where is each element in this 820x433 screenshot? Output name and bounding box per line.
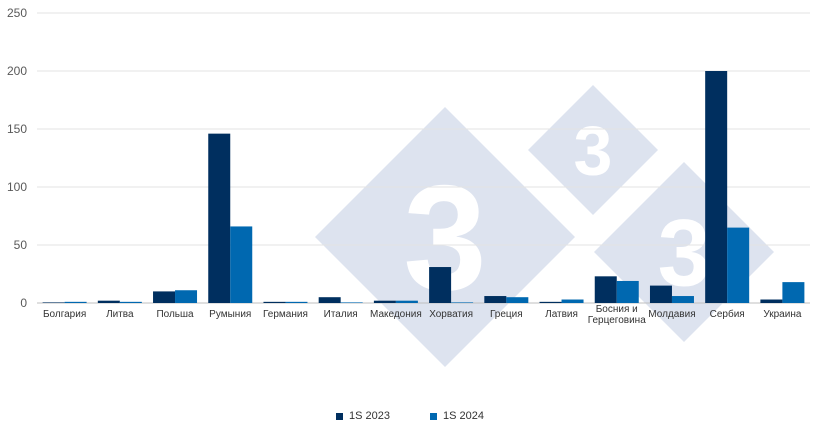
watermark-logo: 333 <box>315 85 774 367</box>
x-label-украина: Украина <box>763 309 802 320</box>
legend-swatch-1s-2023 <box>336 412 344 420</box>
bar-1s-2023-украина <box>760 299 783 303</box>
x-label-германия: Германия <box>263 309 308 320</box>
bar-1s-2024-германия <box>285 301 308 303</box>
x-label-греция: Греция <box>490 309 523 320</box>
bar-1s-2023-сербия <box>705 71 728 303</box>
legend-item-1s-2023: 1S 2023 <box>336 410 390 422</box>
bar-1s-2024-румыния <box>230 226 253 303</box>
bar-1s-2024-латвия <box>561 299 584 303</box>
bar-1s-2023-латвия <box>539 301 562 303</box>
bar-1s-2024-сербия <box>727 227 750 303</box>
bar-1s-2024-литва <box>119 301 142 303</box>
bar-1s-2024-молдавия <box>671 296 694 303</box>
bar-1s-2024-греция <box>506 297 529 303</box>
x-label-литва: Литва <box>106 309 134 320</box>
x-label-болгария: Болгария <box>43 309 86 320</box>
bar-1s-2023-босния-и-герцеговина <box>594 276 617 303</box>
x-label-сербия: Сербия <box>710 308 745 320</box>
x-label-италия: Италия <box>324 309 358 320</box>
x-label-молдавия: Молдавия <box>648 309 695 320</box>
y-tick-label: 250 <box>7 6 27 20</box>
bar-1s-2023-македония <box>373 300 396 303</box>
bar-1s-2024-италия <box>340 302 363 303</box>
x-label-польша: Польша <box>156 309 194 320</box>
bar-1s-2023-румыния <box>208 133 231 303</box>
bar-1s-2024-болгария <box>64 301 87 303</box>
bar-1s-2024-босния-и-герцеговина <box>616 280 639 303</box>
legend-label-1s-2023: 1S 2023 <box>349 410 390 422</box>
bar-1s-2023-польша <box>153 291 176 303</box>
bar-1s-2023-болгария <box>42 302 65 303</box>
y-tick-label: 50 <box>14 238 28 252</box>
bar-1s-2024-польша <box>175 290 198 303</box>
y-axis-ticks: 0 50 100 150 200 250 <box>7 6 27 310</box>
watermark-glyph: 3 <box>574 112 613 190</box>
legend-label-1s-2024: 1S 2024 <box>443 410 484 422</box>
x-label-босния-и-герцеговина: Босния и Герцеговина <box>588 304 646 326</box>
y-tick-label: 200 <box>7 64 27 78</box>
bar-1s-2024-хорватия <box>451 302 474 303</box>
y-tick-label: 0 <box>20 296 27 310</box>
x-label-латвия: Латвия <box>545 309 578 320</box>
x-axis-labels: Болгария Литва Польша Румыния Германия Италия… <box>43 304 802 326</box>
legend-swatch-1s-2024 <box>430 412 437 420</box>
y-tick-label: 150 <box>7 122 27 136</box>
bar-1s-2024-украина <box>782 282 805 303</box>
bars <box>42 71 805 303</box>
legend: 1S 2023 1S 2024 <box>0 406 820 426</box>
bar-1s-2023-греция <box>484 296 507 303</box>
x-label-македония: Македония <box>370 309 422 320</box>
bar-1s-2023-литва <box>97 300 120 303</box>
bar-1s-2024-македония <box>395 300 418 303</box>
bar-1s-2023-хорватия <box>429 267 452 303</box>
legend-item-1s-2024: 1S 2024 <box>430 410 484 422</box>
y-tick-label: 100 <box>7 180 27 194</box>
x-label-хорватия: Хорватия <box>429 309 473 320</box>
x-label-румыния: Румыния <box>209 309 251 320</box>
bar-1s-2023-италия <box>318 297 341 303</box>
bar-1s-2023-молдавия <box>649 285 672 303</box>
bar-1s-2023-германия <box>263 301 286 303</box>
watermark-diamond <box>528 85 658 215</box>
